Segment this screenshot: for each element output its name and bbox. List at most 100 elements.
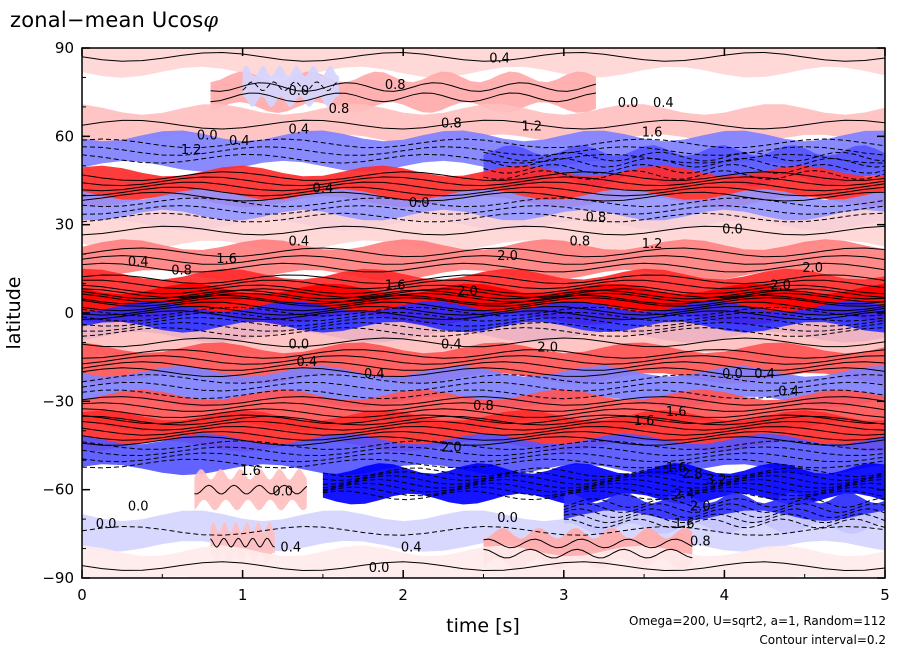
contour-line bbox=[82, 284, 885, 295]
contour-label: 1.6 bbox=[385, 278, 406, 293]
x-tick-label: 0 bbox=[77, 586, 87, 604]
contour-line bbox=[82, 337, 885, 348]
x-tick-label: 5 bbox=[880, 586, 890, 604]
contour-line bbox=[82, 225, 885, 236]
contour-line bbox=[82, 452, 885, 463]
y-axis-label: latitude bbox=[3, 277, 25, 350]
contour-label: 0.8 bbox=[690, 535, 711, 550]
contour-line bbox=[322, 475, 885, 485]
contour-line bbox=[210, 537, 275, 548]
contour-line bbox=[82, 440, 885, 450]
contour-line bbox=[82, 415, 885, 426]
contour-label: 0.4 bbox=[778, 384, 799, 399]
field-band bbox=[82, 165, 885, 208]
contour-label: 0.4 bbox=[364, 367, 385, 382]
contour-line bbox=[82, 349, 885, 359]
contour-label: 0.0 bbox=[618, 96, 639, 111]
chart-title-symbol: φ bbox=[203, 8, 219, 32]
contour-label: 0.4 bbox=[229, 134, 250, 149]
contour-label: 0.4 bbox=[128, 255, 149, 270]
contour-label: 0.0 bbox=[722, 367, 743, 382]
contour-line bbox=[82, 274, 885, 285]
contour-line bbox=[82, 381, 885, 392]
contour-label: 1.2 bbox=[642, 237, 663, 252]
contour-line bbox=[82, 279, 885, 290]
contour-label: 1.6 bbox=[240, 464, 261, 479]
contour-label: 2.4 bbox=[674, 488, 695, 503]
contour-label: 0.0 bbox=[96, 517, 117, 532]
contour-line bbox=[82, 197, 885, 208]
contour-label: 1.6 bbox=[674, 517, 695, 532]
contour-label: 0.8 bbox=[171, 264, 192, 279]
field-band bbox=[82, 545, 885, 578]
contour-label: 3.2 bbox=[706, 473, 727, 488]
contour-line bbox=[82, 430, 885, 441]
contour-line bbox=[483, 170, 885, 180]
axis-ticks: 0 1 2 3 4 5 90 60 30 0 −30 −60 −90 bbox=[42, 39, 889, 604]
contour-label: 0.0 bbox=[288, 84, 309, 99]
contour-line bbox=[82, 436, 885, 446]
contour-label: 0.4 bbox=[441, 337, 462, 352]
y-tick-label: 30 bbox=[55, 216, 74, 234]
x-axis-label: time [s] bbox=[446, 615, 520, 637]
contour-label: 0.4 bbox=[280, 541, 301, 556]
x-tick-label: 4 bbox=[720, 586, 730, 604]
contour-label: 0.4 bbox=[489, 52, 510, 67]
contour-line bbox=[82, 311, 885, 322]
contour-label: 0.0 bbox=[369, 561, 390, 576]
contour-label: 1.6 bbox=[666, 405, 687, 420]
contour-line bbox=[82, 306, 885, 317]
contour-line bbox=[82, 367, 885, 378]
contour-line bbox=[82, 288, 885, 299]
contour-label: 2.0 bbox=[690, 499, 711, 514]
contour-line bbox=[82, 289, 885, 300]
contour-line bbox=[242, 81, 340, 92]
contour-label: 0.4 bbox=[401, 541, 422, 556]
x-tick-label: 3 bbox=[559, 586, 569, 604]
contour-label: 2.8 bbox=[682, 467, 703, 482]
contour-line bbox=[322, 471, 885, 482]
contour-line bbox=[82, 186, 885, 197]
footnote-parameters: Omega=200, U=sqrt2, a=1, Random=112 bbox=[629, 614, 886, 628]
y-tick-label: 0 bbox=[64, 304, 74, 322]
contour-label: 1.2 bbox=[521, 119, 542, 134]
contour-labels: 0.40.0 0.80.8 0.0 0.40.8 1.20.4 1.60.0 0.41.20… bbox=[96, 52, 823, 576]
contour-line bbox=[82, 191, 885, 202]
contour-line bbox=[82, 262, 885, 273]
y-tick-label: 90 bbox=[55, 39, 74, 57]
contour-line bbox=[483, 157, 885, 168]
contour-label: 0.0 bbox=[722, 223, 743, 238]
contour-label: 1.6 bbox=[642, 125, 663, 140]
contour-label: 0.0 bbox=[497, 511, 518, 526]
contour-label: 1.6 bbox=[216, 252, 237, 267]
contour-line bbox=[82, 310, 885, 321]
contour-line bbox=[82, 321, 885, 332]
contour-line bbox=[82, 561, 885, 572]
contour-line bbox=[82, 176, 885, 187]
contour-line bbox=[563, 508, 885, 519]
contour-line bbox=[82, 327, 885, 337]
x-tick-label: 1 bbox=[238, 586, 248, 604]
contour-label: 0.8 bbox=[473, 399, 494, 414]
contour-line bbox=[483, 538, 693, 549]
contour-label: 0.0 bbox=[288, 337, 309, 352]
contour-label: 2.0 bbox=[457, 284, 478, 299]
contour-line bbox=[82, 425, 885, 436]
contour-line bbox=[483, 151, 885, 162]
field-band bbox=[194, 469, 307, 511]
contour-label: 0.4 bbox=[288, 122, 309, 137]
contour-label: 2.0 bbox=[441, 440, 462, 455]
y-tick-label: −60 bbox=[42, 481, 74, 499]
contour-line bbox=[322, 482, 885, 493]
contour-line bbox=[82, 446, 885, 457]
contour-label: 0.8 bbox=[385, 78, 406, 93]
contour-label: 0.8 bbox=[441, 117, 462, 132]
field-band bbox=[322, 463, 885, 505]
contour-line bbox=[82, 402, 885, 412]
contour-line bbox=[82, 181, 885, 192]
x-tick-label: 2 bbox=[398, 586, 408, 604]
contour-label: 0.0 bbox=[128, 499, 149, 514]
contour-line bbox=[483, 548, 693, 559]
contour-label: 0.8 bbox=[586, 211, 607, 226]
